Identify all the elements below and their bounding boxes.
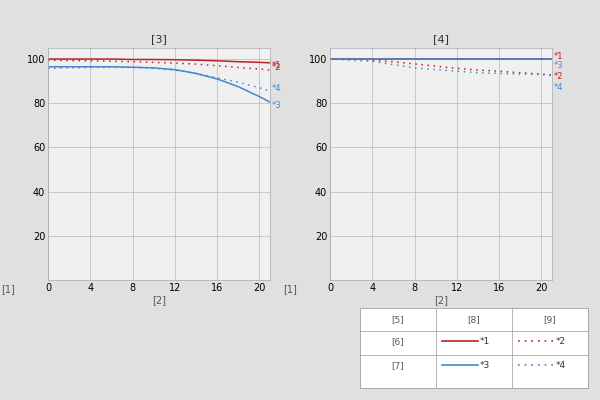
X-axis label: [2]: [2] xyxy=(434,296,448,306)
Text: *3: *3 xyxy=(480,361,490,370)
Title: [3]: [3] xyxy=(151,34,167,44)
Text: *2: *2 xyxy=(554,72,563,80)
Text: *2: *2 xyxy=(556,337,566,346)
Text: *1: *1 xyxy=(480,337,490,346)
Text: *4: *4 xyxy=(554,83,563,92)
Text: [7]: [7] xyxy=(392,361,404,370)
Text: *3: *3 xyxy=(554,61,564,70)
Text: *1: *1 xyxy=(272,60,281,70)
Y-axis label: [1]: [1] xyxy=(283,284,297,294)
Text: *4: *4 xyxy=(556,361,566,370)
Text: *4: *4 xyxy=(272,84,281,93)
Text: [9]: [9] xyxy=(544,316,556,324)
X-axis label: [2]: [2] xyxy=(152,296,166,306)
Text: [8]: [8] xyxy=(467,316,481,324)
Title: [4]: [4] xyxy=(433,34,449,44)
Text: [6]: [6] xyxy=(392,337,404,346)
Y-axis label: [1]: [1] xyxy=(1,284,15,294)
Text: [5]: [5] xyxy=(392,316,404,324)
Text: *1: *1 xyxy=(554,52,563,61)
Text: *3: *3 xyxy=(272,101,282,110)
Text: *2: *2 xyxy=(272,63,281,72)
